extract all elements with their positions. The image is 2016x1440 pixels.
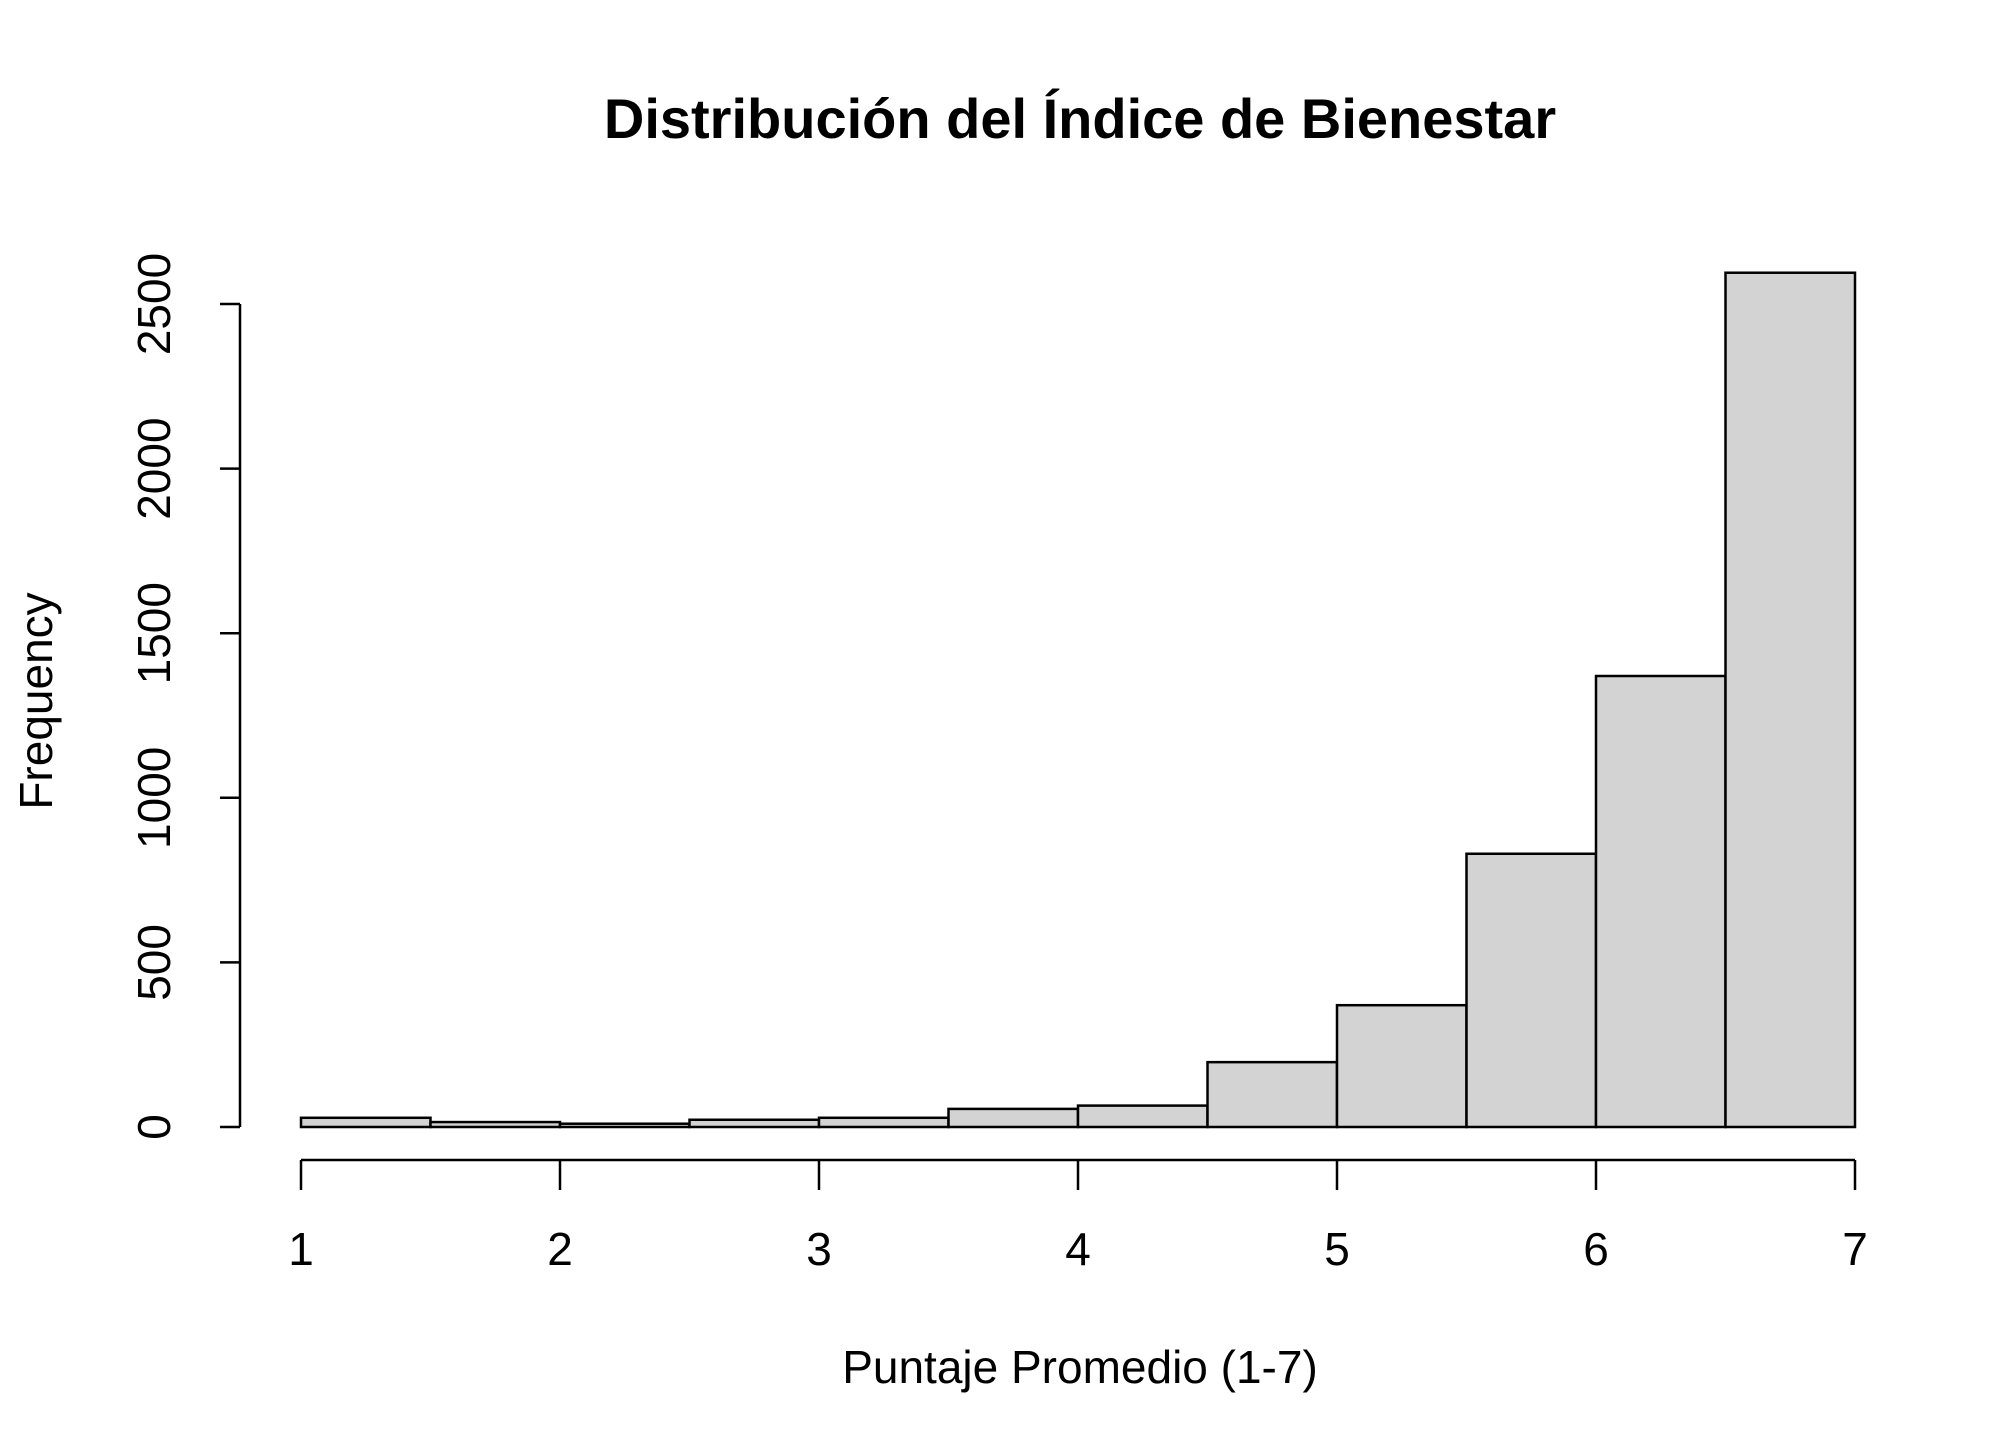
y-tick-label-5: 2500 (128, 253, 180, 355)
y-axis-title: Frequency (10, 592, 62, 809)
x-tick-label-4: 5 (1324, 1223, 1350, 1275)
x-tick-label-2: 3 (806, 1223, 832, 1275)
y-tick-label-2: 1000 (128, 747, 180, 849)
x-axis-title: Puntaje Promedio (1-7) (842, 1341, 1318, 1393)
bar-7 (1206, 1060, 1339, 1129)
bar-6 (1076, 1104, 1209, 1129)
bar-8 (1335, 1003, 1468, 1129)
bars-group (299, 271, 1857, 1129)
x-tick-label-1: 2 (547, 1223, 573, 1275)
bar-2 (558, 1122, 691, 1129)
chart-title: Distribución del Índice de Bienestar (604, 87, 1556, 150)
y-tick-label-1: 500 (128, 924, 180, 1001)
y-tick-label-0: 0 (128, 1114, 180, 1140)
x-tick-label-5: 6 (1583, 1223, 1609, 1275)
bar-5 (947, 1107, 1080, 1129)
bar-4 (817, 1116, 950, 1129)
bar-11 (1724, 271, 1857, 1129)
x-axis: 1 2 3 4 5 6 7 (288, 1158, 1868, 1275)
bar-0 (299, 1116, 432, 1129)
x-tick-label-3: 4 (1065, 1223, 1091, 1275)
x-tick-label-0: 1 (288, 1223, 314, 1275)
y-tick-label-3: 1500 (128, 582, 180, 684)
bar-10 (1594, 674, 1727, 1129)
bar-1 (429, 1120, 562, 1129)
x-tick-label-6: 7 (1842, 1223, 1868, 1275)
bar-3 (688, 1118, 821, 1129)
y-axis: 0 500 1000 1500 2000 2500 (128, 253, 242, 1140)
bar-9 (1465, 852, 1598, 1129)
y-tick-label-4: 2000 (128, 417, 180, 519)
